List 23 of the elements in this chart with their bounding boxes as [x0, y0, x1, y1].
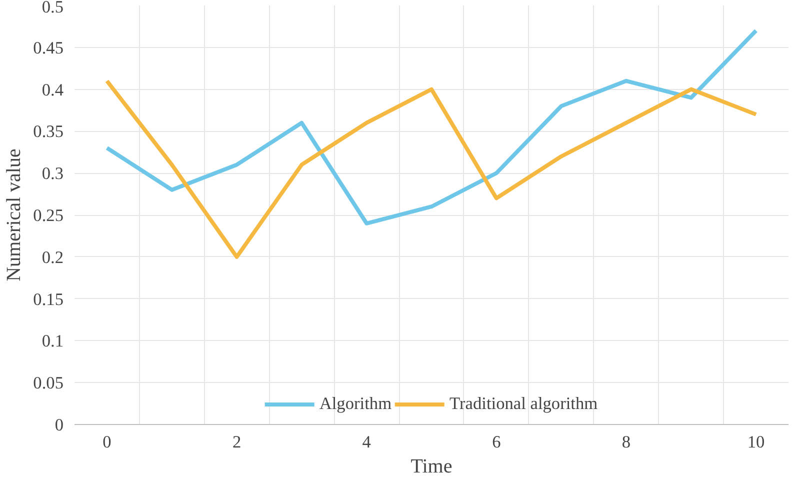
y-tick-label: 0 [54, 416, 64, 434]
y-tick-label: 0.2 [42, 248, 64, 267]
y-tick-label: 0.35 [33, 122, 64, 142]
y-tick-label: 0.5 [42, 0, 64, 16]
y-tick-label: 0.15 [33, 290, 64, 309]
y-tick-label: 0.45 [33, 38, 64, 58]
x-axis-title: Time [410, 456, 452, 478]
y-tick-label: 0.1 [42, 332, 64, 351]
x-tick-label: 2 [232, 432, 242, 452]
y-tick-label: 0.3 [42, 164, 64, 184]
y-tick-label: 0.25 [33, 206, 64, 225]
line-series [104, 28, 758, 226]
line-series [104, 78, 758, 259]
y-tick-label: 0.05 [33, 374, 64, 393]
y-tick-label: 0.4 [42, 80, 64, 100]
legend-label: Traditional algorithm [450, 394, 598, 414]
x-tick-label: 10 [747, 432, 765, 452]
y-axis-title: Numerical value [3, 148, 26, 282]
legend-label: Algorithm [319, 394, 392, 414]
x-tick-label: 8 [622, 432, 631, 452]
x-tick-label: 4 [362, 432, 372, 452]
x-tick-label: 0 [102, 432, 112, 452]
x-tick-label: 6 [492, 432, 502, 452]
